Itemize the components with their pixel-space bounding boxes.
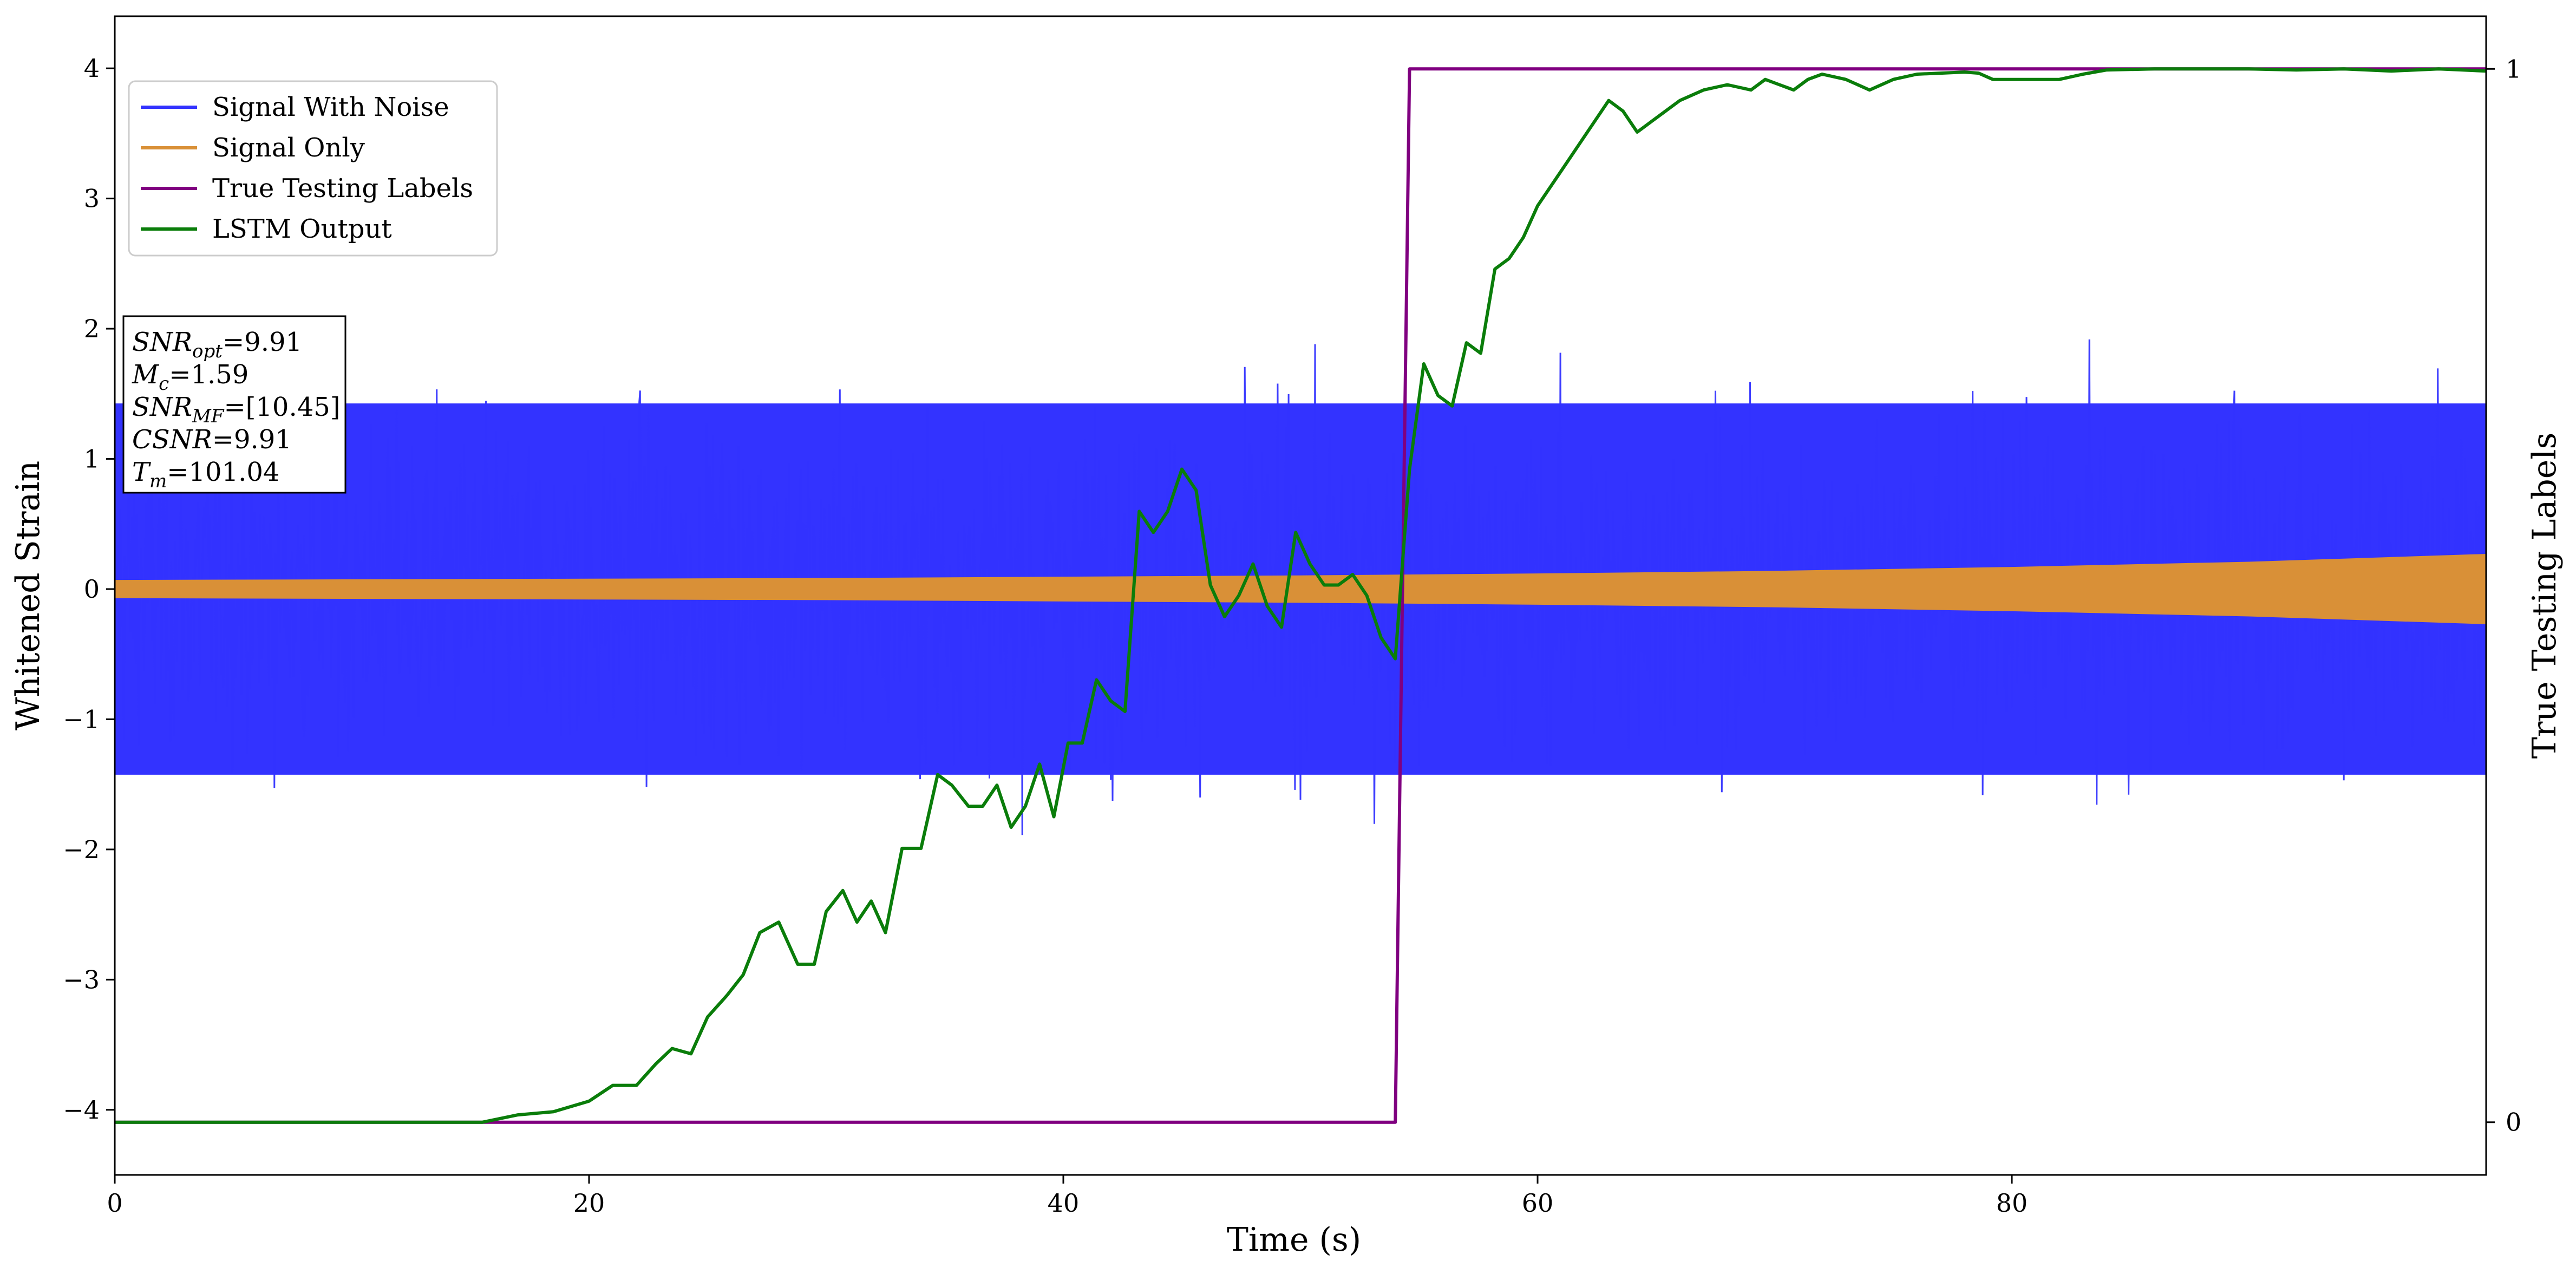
y-tick-label: 0: [84, 574, 100, 604]
info-subscript: MF: [192, 406, 225, 427]
info-value: =101.04: [167, 457, 279, 487]
y-axis-title: Whitened Strain: [9, 461, 47, 730]
plot-frame: [114, 15, 2487, 1176]
info-symbol: T: [132, 457, 151, 487]
info-symbol: M: [132, 360, 160, 390]
y-tick-label: 2: [84, 314, 100, 343]
x-axis: 0 20 40 60 80: [107, 1175, 2028, 1218]
info-subscript: m: [149, 471, 167, 492]
info-line: Mc=1.59: [132, 360, 249, 395]
x-axis-title: Time (s): [1227, 1221, 1361, 1259]
info-symbol: SNR: [132, 327, 192, 357]
info-box-frame: [122, 315, 346, 494]
y2-tick-label: 0: [2506, 1108, 2521, 1137]
series-layer: [115, 67, 2486, 1124]
info-box: SNRopt=9.91Mc=1.59SNRMF=[10.45]CSNR=9.91…: [122, 315, 346, 494]
legend-label-lstm-output: LSTM Output: [212, 214, 392, 244]
x-tick-label: 40: [1048, 1188, 1080, 1218]
legend-label-true-testing-labels: True Testing Labels: [212, 173, 473, 204]
info-value: =1.59: [169, 360, 249, 390]
y2-axis-title: True Testing Labels: [2526, 433, 2564, 759]
y-tick-label: −1: [63, 704, 100, 734]
y-tick-label: 3: [84, 184, 100, 213]
info-subscript: opt: [192, 341, 223, 362]
x-tick-label: 20: [573, 1188, 605, 1218]
info-value: =9.91: [212, 424, 292, 455]
y-tick-label: −3: [63, 965, 100, 994]
legend-label-signal-with-noise: Signal With Noise: [212, 92, 449, 122]
series-signal-only: [115, 554, 2486, 624]
info-value: =9.91: [223, 327, 302, 357]
info-symbol: SNR: [132, 392, 192, 422]
y-tick-label: −4: [63, 1095, 100, 1125]
x-tick-label: 80: [1996, 1188, 2028, 1218]
y2-tick-label: 1: [2506, 54, 2521, 83]
legend-box: [128, 80, 498, 257]
y-tick-label: 4: [84, 54, 100, 83]
info-line: SNRopt=9.91: [132, 327, 302, 362]
series-lstm-output: [115, 67, 2486, 1124]
info-line: CSNR=9.91: [132, 424, 292, 455]
y-axis-left: −4 −3 −2 −1 0 1 2 3 4: [63, 54, 115, 1125]
series-true-testing-labels: [115, 67, 2486, 1124]
x-tick-label: 60: [1522, 1188, 1554, 1218]
y-axis-right: 01: [2486, 54, 2521, 1137]
info-value: =[10.45]: [224, 392, 340, 422]
x-tick-label: 0: [107, 1188, 122, 1218]
info-line: Tm=101.04: [132, 457, 279, 492]
y-tick-label: 1: [84, 445, 100, 474]
legend: Signal With Noise Signal Only True Testing…: [128, 80, 498, 257]
info-symbol: CSNR: [132, 424, 212, 455]
y-tick-label: −2: [63, 835, 100, 864]
legend-label-signal-only: Signal Only: [212, 133, 365, 163]
info-line: SNRMF=[10.45]: [132, 392, 341, 427]
info-subscript: c: [159, 373, 169, 395]
